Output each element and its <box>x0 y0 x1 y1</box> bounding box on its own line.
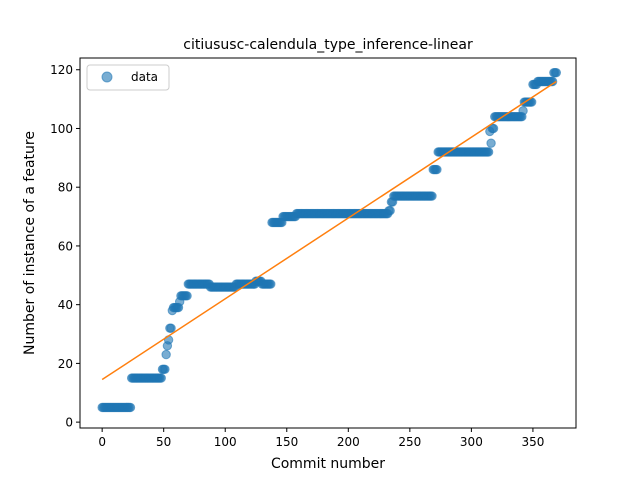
y-axis: 0 20 40 60 80 100 120 <box>50 63 80 430</box>
data-point <box>125 402 136 413</box>
legend: data <box>86 64 170 91</box>
x-tick-label: 250 <box>398 435 421 449</box>
y-tick-label: 100 <box>50 122 73 136</box>
data-point <box>432 164 442 175</box>
y-tick-label: 120 <box>50 63 73 77</box>
data-point <box>488 123 499 134</box>
plot-frame <box>79 57 577 429</box>
y-tick-label: 80 <box>58 181 73 195</box>
legend-frame <box>86 64 170 91</box>
chart-title: citiususc-calendula_type_inference-linea… <box>183 37 473 53</box>
fit-line-layer <box>101 80 557 381</box>
data-point <box>161 349 171 360</box>
data-point <box>427 191 437 201</box>
y-tick-label: 0 <box>65 416 73 430</box>
x-tick-label: 100 <box>214 435 237 449</box>
data-point <box>547 76 558 87</box>
x-tick-label: 350 <box>521 435 544 449</box>
legend-label: data <box>131 70 158 84</box>
x-tick-label: 50 <box>156 435 171 449</box>
x-tick-label: 300 <box>460 435 483 449</box>
data-point <box>266 279 276 289</box>
x-axis: 0 50 100 150 200 250 300 350 <box>98 428 544 449</box>
data-point <box>182 291 192 301</box>
data-point <box>385 206 395 216</box>
data-point <box>483 147 494 157</box>
data-point <box>166 323 176 333</box>
y-tick-label: 60 <box>58 239 73 253</box>
data-point <box>518 106 528 116</box>
data-points <box>97 67 562 413</box>
y-axis-label: Number of instance of a feature <box>22 131 38 355</box>
y-tick-label: 20 <box>58 357 73 371</box>
data-point <box>486 138 496 148</box>
x-axis-label: Commit number <box>271 456 385 472</box>
data-point <box>551 67 562 78</box>
y-tick-label: 40 <box>58 298 73 312</box>
x-tick-label: 200 <box>337 435 360 449</box>
fit-line <box>101 80 557 381</box>
data-point <box>156 373 166 383</box>
data-point <box>160 364 170 374</box>
legend-marker <box>101 71 113 83</box>
x-tick-label: 0 <box>98 435 106 449</box>
x-tick-label: 150 <box>275 435 298 449</box>
